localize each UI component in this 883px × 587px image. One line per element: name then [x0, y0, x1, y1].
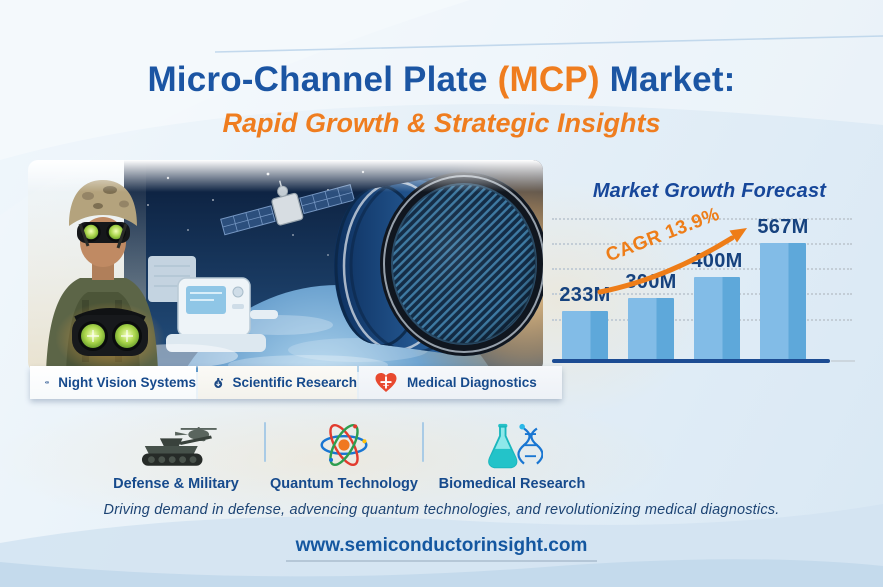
sector-icon-box — [481, 415, 543, 471]
sector-quantum-technology: Quantum Technology — [266, 410, 422, 492]
chart-baseline — [552, 359, 830, 363]
page-subtitle: Rapid Growth & Strategic Insights — [222, 108, 661, 138]
application-label: Night Vision Systems — [58, 375, 196, 390]
dna-helix — [517, 427, 543, 465]
bar-column: 300M — [619, 271, 683, 359]
chart-plot-area: 233M 300M 400M 567M — [550, 216, 855, 366]
application-card-night-vision: Night Vision Systems — [30, 366, 196, 399]
bar-column: 567M — [751, 216, 815, 359]
market-growth-chart: Market Growth Forecast 233M 300M 400M 567M … — [550, 180, 855, 372]
tagline: Driving demand in defense, advencing qua… — [103, 502, 780, 518]
night-vision-goggles-icon — [45, 381, 50, 384]
helicopter — [175, 427, 217, 442]
sector-label: Defense & Military — [113, 476, 239, 492]
bar-column: 400M — [685, 250, 749, 359]
bar — [562, 311, 608, 359]
atom-icon — [320, 423, 368, 467]
bar-column: 233M — [553, 284, 617, 359]
page-title: Micro-Channel Plate (MCP) Market: — [0, 60, 883, 100]
sectors-row: Defense & Military Quantum Technology — [88, 410, 600, 492]
sector-defense-military: Defense & Military — [88, 410, 264, 492]
website-row: www.semiconductorinsight.com — [0, 535, 883, 562]
title-prefix: Micro-Channel Plate — [147, 60, 498, 99]
bar-value-label: 300M — [625, 271, 677, 293]
chart-gridline — [552, 218, 852, 220]
bar — [760, 243, 806, 359]
sector-label: Biomedical Research — [438, 476, 586, 492]
sector-icon-box — [318, 415, 370, 471]
hero-collage-illustration — [28, 160, 543, 372]
flask-dna-icon — [488, 423, 543, 469]
application-label: Scientific Research — [232, 375, 357, 390]
chart-baseline-extension — [831, 360, 855, 362]
bar — [628, 298, 674, 359]
sector-label: Quantum Technology — [270, 476, 418, 492]
application-card-medical-diagnostics: Medical Diagnostics — [359, 366, 562, 399]
application-card-scientific-research: Scientific Research — [198, 366, 357, 399]
top-fade — [28, 160, 543, 192]
mcp-device-illustration — [334, 172, 543, 356]
chart-title: Market Growth Forecast — [592, 180, 827, 202]
bar-value-label: 233M — [559, 284, 611, 306]
applications-strip: Night Vision Systems Scientific Research… — [30, 366, 562, 399]
night-vision-goggles-illustration — [55, 302, 165, 372]
website-link[interactable]: www.semiconductorinsight.com — [285, 535, 598, 562]
research-flask-icon — [214, 377, 223, 388]
tank — [141, 435, 212, 466]
bar-value-label: 567M — [757, 216, 809, 238]
sector-icon-box — [124, 415, 228, 471]
tank-helicopter-icon — [141, 427, 217, 466]
bar-value-label: 400M — [691, 250, 743, 272]
divider — [264, 422, 266, 462]
hero-collage — [28, 160, 543, 372]
sector-biomedical-research: Biomedical Research — [424, 410, 600, 492]
bar — [694, 277, 740, 359]
title-suffix: Market: — [599, 60, 736, 99]
flask — [488, 423, 518, 469]
divider — [422, 422, 424, 462]
title-accent: (MCP) — [497, 60, 600, 99]
medical-heart-icon — [375, 372, 397, 393]
application-label: Medical Diagnostics — [407, 375, 537, 390]
